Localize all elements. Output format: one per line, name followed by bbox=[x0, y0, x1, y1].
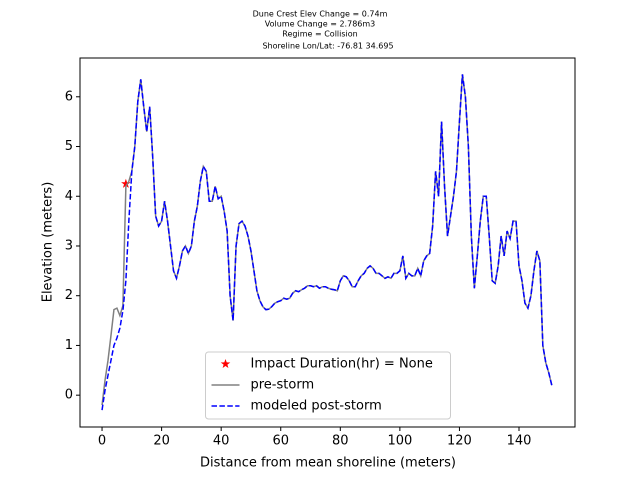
legend-label: modeled post-storm bbox=[251, 399, 382, 414]
x-tick-label: 120 bbox=[447, 434, 472, 449]
line-dashed bbox=[101, 74, 553, 411]
x-tick-label: 0 bbox=[98, 434, 106, 449]
x-tick-label: 20 bbox=[153, 434, 170, 449]
impact-marker bbox=[121, 178, 131, 188]
x-axis-label: Distance from mean shoreline (meters) bbox=[200, 456, 456, 471]
x-tick-label: 60 bbox=[272, 434, 289, 449]
y-tick-label: 5 bbox=[65, 139, 73, 154]
y-tick-label: 3 bbox=[65, 238, 73, 253]
title-line: Regime = Collision bbox=[282, 30, 357, 39]
legend-label: pre-storm bbox=[251, 378, 315, 393]
title-line: Dune Crest Elev Change = 0.74m bbox=[253, 10, 388, 19]
legend-label: Impact Duration(hr) = None bbox=[251, 357, 433, 372]
y-tick-label: 6 bbox=[65, 89, 73, 104]
y-tick-label: 4 bbox=[65, 189, 73, 204]
x-tick-label: 100 bbox=[387, 434, 412, 449]
title-line: Shoreline Lon/Lat: -76.81 34.695 bbox=[262, 42, 393, 51]
legend-marker bbox=[220, 359, 231, 368]
y-tick-label: 0 bbox=[65, 388, 73, 403]
x-tick-label: 80 bbox=[332, 434, 349, 449]
title-line: Volume Change = 2.786m3 bbox=[265, 20, 376, 29]
axes-frame bbox=[79, 57, 576, 428]
y-tick-label: 1 bbox=[65, 338, 73, 353]
y-axis-label: Elevation (meters) bbox=[41, 182, 56, 303]
legend-box bbox=[205, 351, 451, 420]
legend: Impact Duration(hr) = None pre-storm model… bbox=[205, 351, 451, 420]
y-tick-label: 2 bbox=[65, 288, 73, 303]
x-tick-label: 40 bbox=[213, 434, 230, 449]
x-tick-label: 140 bbox=[507, 434, 532, 449]
